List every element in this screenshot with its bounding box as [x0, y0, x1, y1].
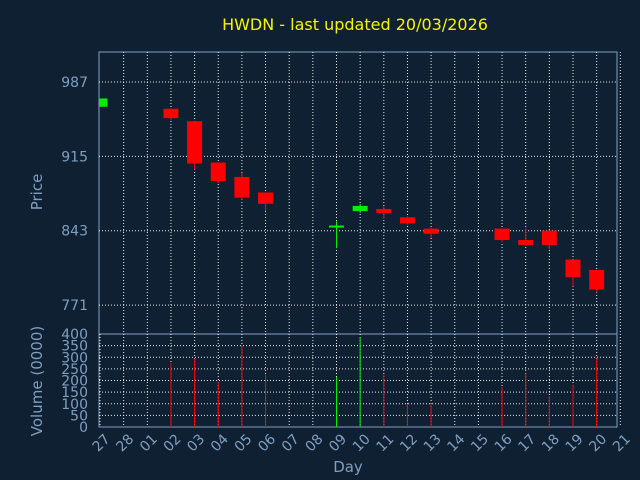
candle [329, 221, 344, 249]
candle-body [565, 259, 581, 278]
day-tick-label: 20 [586, 431, 610, 455]
candle [187, 121, 203, 170]
day-tick-label: 27 [90, 431, 114, 455]
candle [423, 227, 439, 238]
volume-tick-label: 250 [61, 362, 88, 378]
chart-title: HWDN - last updated 20/03/2026 [222, 15, 488, 34]
candle [589, 269, 605, 293]
candle-body [187, 121, 203, 164]
volume-tick-label: 100 [61, 397, 88, 413]
volume-tick-label: 400 [61, 327, 88, 343]
day-tick-label: 11 [373, 431, 397, 455]
price-panel: 771 843 915 987 Price [28, 51, 621, 335]
day-tick-label: 07 [279, 431, 303, 455]
candle-body [99, 98, 108, 107]
candle-body [352, 205, 368, 212]
candle [565, 259, 581, 287]
candle [258, 192, 274, 212]
candle-body [518, 240, 534, 246]
day-tick-label: 09 [326, 431, 350, 455]
price-tick-label: 843 [61, 224, 88, 240]
day-tick-label: 21 [610, 431, 634, 455]
day-tick-label: 04 [208, 431, 232, 455]
candle-body [234, 176, 250, 198]
candle [99, 98, 108, 107]
candle [494, 228, 510, 243]
day-tick-label: 17 [515, 431, 539, 455]
candle [352, 203, 368, 214]
day-tick-label: 10 [350, 431, 374, 455]
day-x-ticks: 27 28 01 02 03 04 05 06 07 08 09 10 11 12 13 14 15 16 17 18… [90, 431, 634, 455]
candle-body [210, 162, 226, 182]
candle [399, 216, 415, 225]
volume-tick-label: 150 [61, 385, 88, 401]
price-plot-frame [98, 51, 618, 335]
price-y-ticks: 771 843 915 987 [61, 75, 88, 314]
candle [163, 108, 179, 121]
price-tick-label: 771 [61, 298, 88, 314]
candle-body [163, 108, 179, 119]
candle-body [329, 225, 344, 228]
price-grid [99, 52, 621, 334]
day-tick-label: 18 [539, 431, 563, 455]
day-tick-label: 05 [232, 431, 256, 455]
volume-axis-label: Volume (0000) [28, 326, 46, 436]
day-tick-label: 13 [421, 431, 445, 455]
candle-body [541, 230, 557, 246]
candle [376, 205, 392, 219]
day-tick-label: 06 [255, 431, 279, 455]
volume-bars [170, 337, 598, 427]
price-axis-label: Price [28, 174, 46, 211]
volume-tick-label: 300 [61, 350, 88, 366]
day-tick-label: 28 [113, 431, 137, 455]
candle [210, 162, 226, 184]
candle-body [376, 209, 392, 214]
candle-body [589, 269, 605, 290]
day-tick-label: 01 [137, 431, 161, 455]
candle-body [258, 192, 274, 204]
price-tick-label: 987 [61, 75, 88, 91]
candle-body [399, 217, 415, 224]
candle-body [494, 228, 510, 240]
price-candles [99, 98, 605, 293]
candle [518, 228, 534, 247]
day-tick-label: 19 [563, 431, 587, 455]
volume-tick-label: 50 [70, 408, 88, 424]
day-tick-label: 16 [492, 431, 516, 455]
day-axis-label: Day [333, 458, 363, 476]
day-tick-label: 15 [468, 431, 492, 455]
day-tick-label: 02 [161, 431, 185, 455]
volume-tick-label: 200 [61, 374, 88, 390]
day-tick-label: 12 [397, 431, 421, 455]
price-tick-label: 915 [61, 149, 88, 165]
candle-body [423, 228, 439, 234]
candle [234, 172, 250, 200]
day-tick-label: 03 [184, 431, 208, 455]
day-tick-label: 08 [303, 431, 327, 455]
volume-tick-label: 350 [61, 339, 88, 355]
candle [541, 230, 557, 250]
volume-tick-label: 0 [79, 420, 88, 436]
day-tick-label: 14 [444, 431, 468, 455]
volume-grid [99, 334, 621, 427]
